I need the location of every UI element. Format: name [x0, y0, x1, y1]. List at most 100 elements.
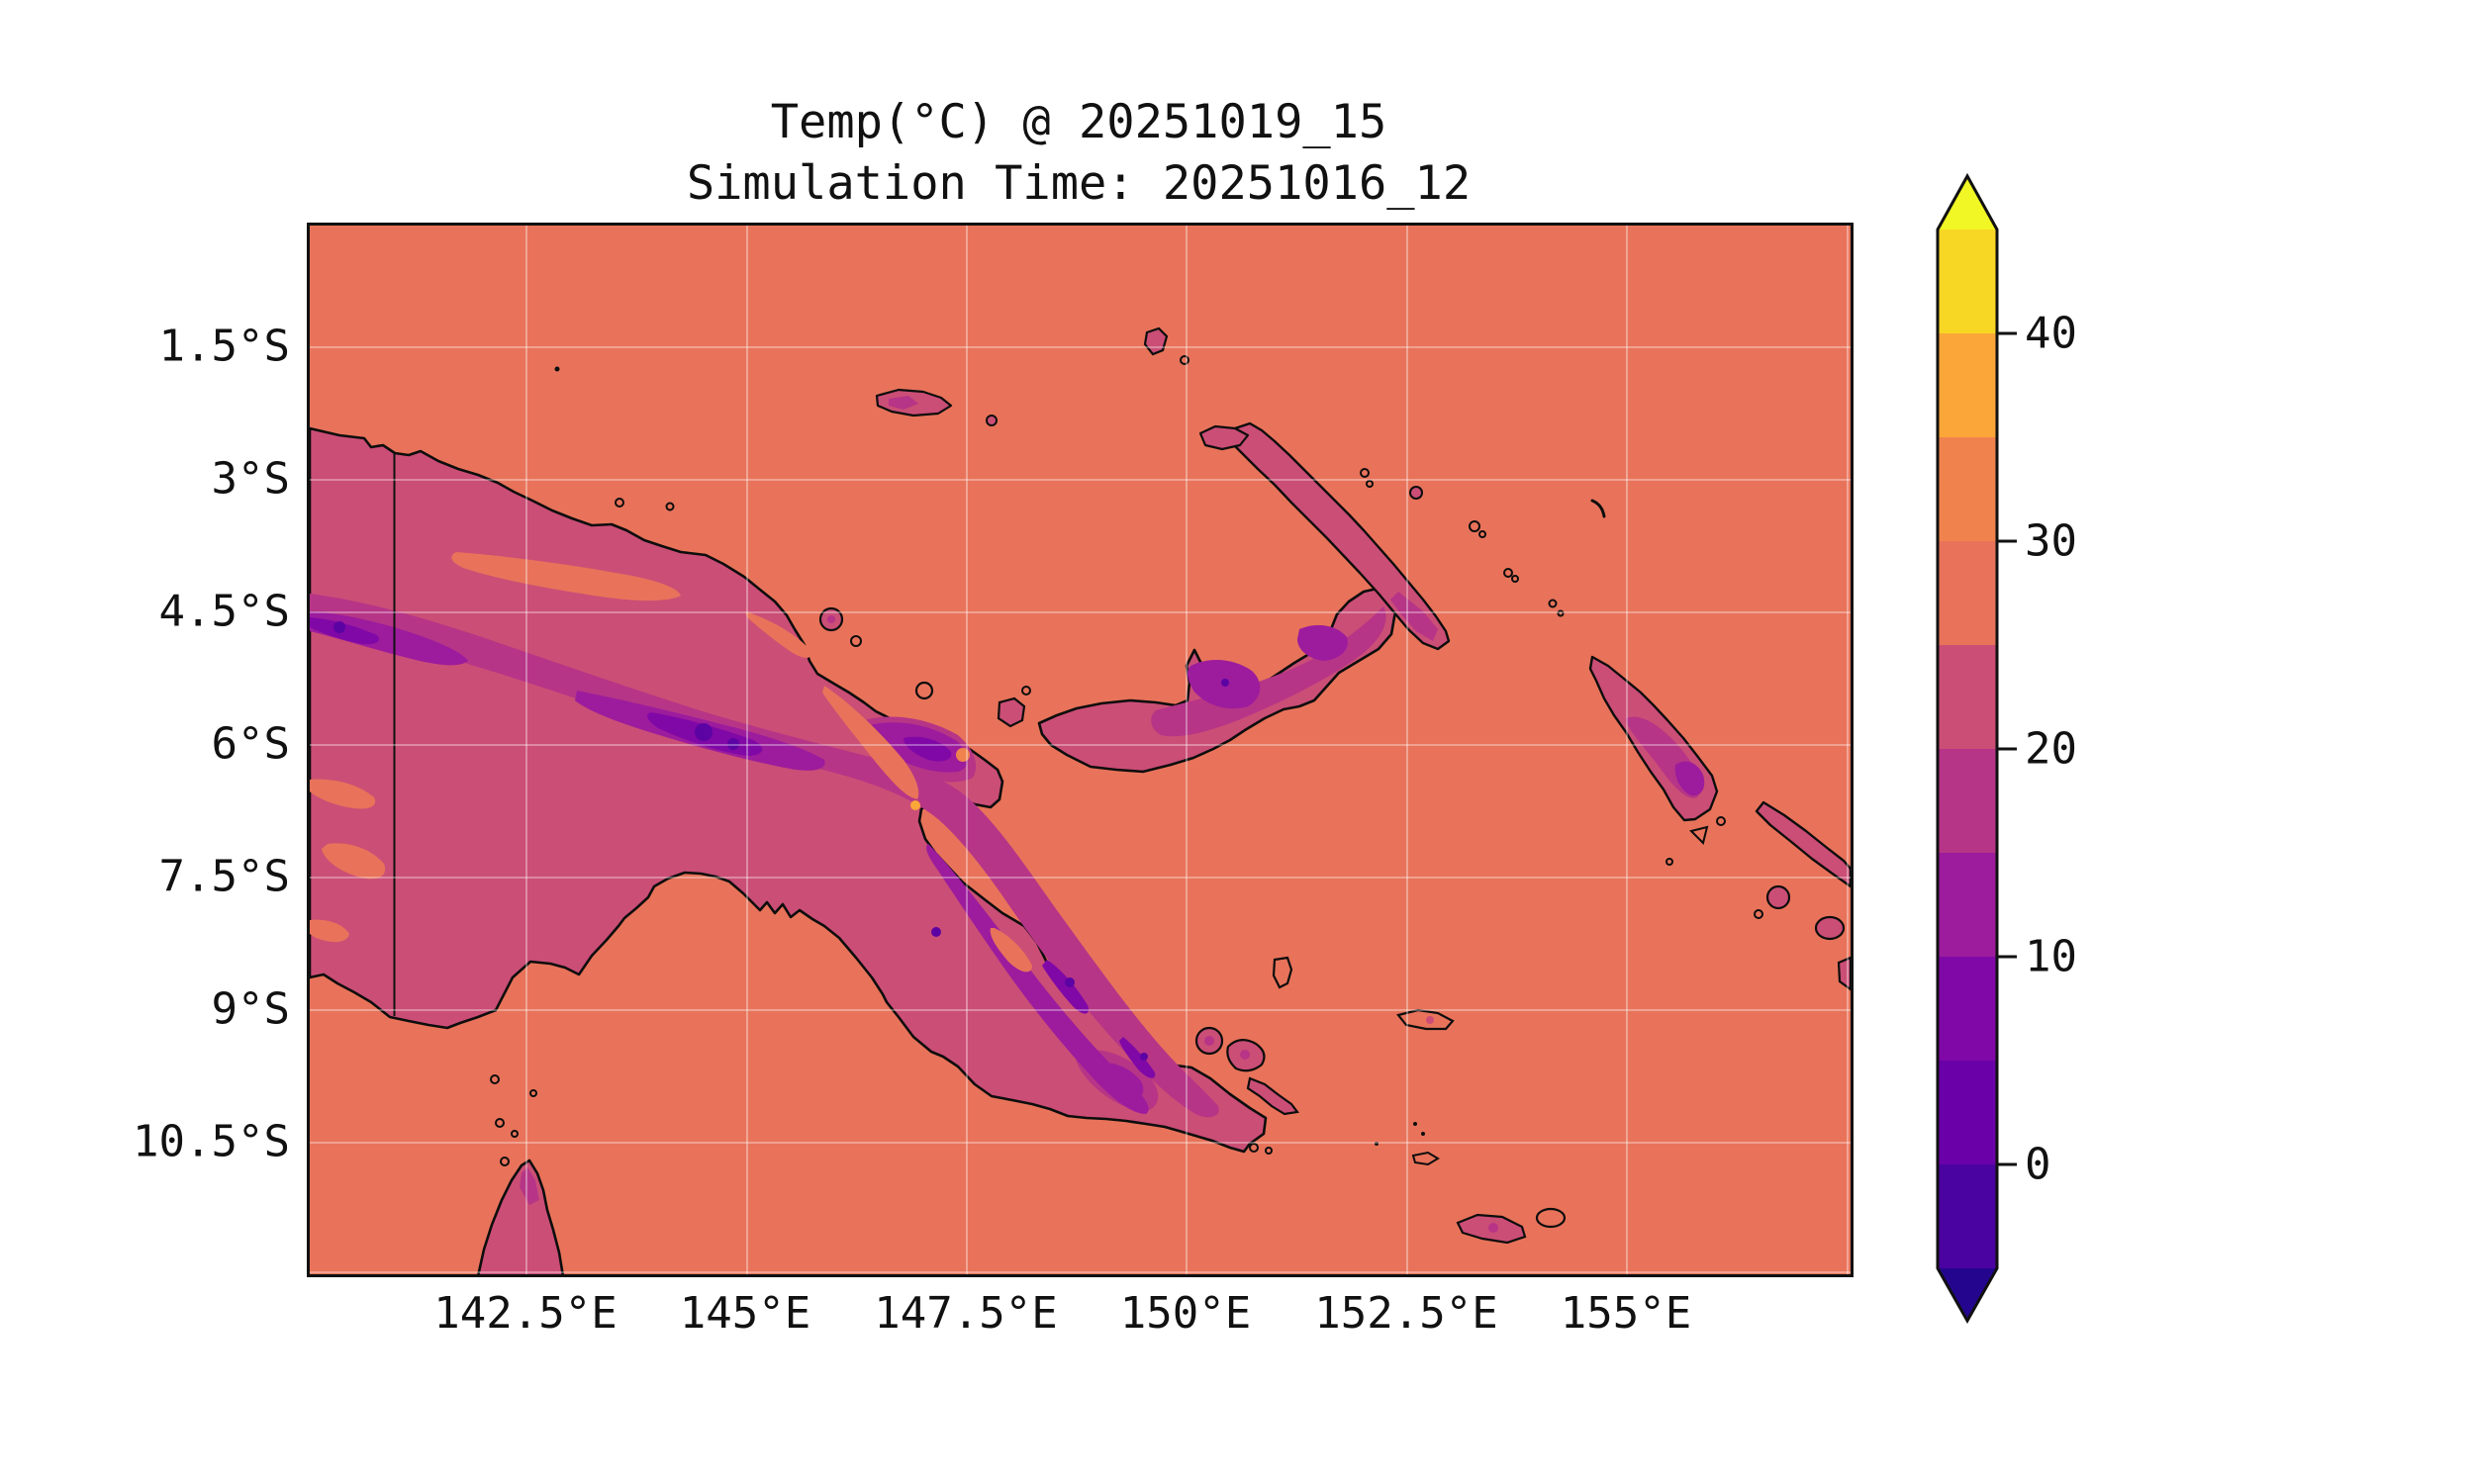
cold-spot-0-5 [695, 723, 713, 741]
coastline-new-britain [1037, 586, 1400, 774]
colorbar-tick-label: 40 [2025, 308, 2077, 359]
colorbar-ticks [1997, 331, 2017, 1166]
hot-spot-30-35 [956, 748, 970, 762]
star-mountains-10-15 [310, 611, 468, 666]
colorbar-segment [1938, 1164, 1997, 1268]
island-sakar [1021, 686, 1031, 696]
sepik-valley-warm [451, 552, 681, 602]
colorbar-tick-label: 20 [2025, 723, 2077, 775]
atoll-nuguria [1590, 499, 1606, 518]
island-lihir [1409, 486, 1423, 500]
x-tick-label: 150°E [1119, 1288, 1252, 1339]
fly-lowlands-warm [322, 843, 386, 880]
cape-york-interior-15-20 [520, 1167, 539, 1205]
island-rambutyo [986, 415, 998, 426]
island-feni [1503, 568, 1513, 578]
y-tick-label: 9°S [211, 983, 290, 1035]
x-tick-label: 152.5°E [1314, 1288, 1498, 1339]
island-prince-of-wales [500, 1157, 510, 1166]
y-tick-label: 1.5°S [158, 321, 290, 372]
island-nissan [1557, 609, 1565, 617]
bougainville-core-10-15 [1674, 761, 1705, 796]
y-tick-label: 7.5°S [158, 851, 290, 902]
island-tanga [1469, 520, 1480, 532]
island-bagabag [850, 635, 862, 647]
x-tick-label: 155°E [1560, 1288, 1692, 1339]
island-sideia [1249, 1143, 1259, 1153]
island-tabar [1360, 468, 1370, 478]
island-kiriwina [1272, 956, 1293, 989]
island-oema [1665, 858, 1673, 866]
colorbar-extend-over [1938, 176, 1997, 230]
coastline-choiseul [1755, 800, 1851, 888]
colorbar-segment [1938, 541, 1997, 645]
islet-dot [1375, 1142, 1379, 1146]
colorbar-segment [1938, 333, 1997, 437]
fly-lowlands-warm [310, 919, 349, 943]
coastline-cape-york [477, 1159, 564, 1274]
island-fauro [1716, 816, 1726, 826]
tail-ridge-10-15 [1092, 1062, 1144, 1101]
colorbar-tick-label: 30 [2025, 515, 2077, 567]
map-axes [307, 223, 1854, 1277]
colorbar-segment [1938, 437, 1997, 541]
fly-lowlands-warm [310, 779, 376, 809]
colorbar-segment [1938, 749, 1997, 853]
coastline-umboi [997, 696, 1026, 728]
colorbar-segment [1938, 957, 1997, 1061]
manus-interior-15-20 [889, 396, 918, 410]
colorbar [1936, 172, 2017, 1325]
island-basilaki [1265, 1147, 1273, 1155]
island-torres [529, 1089, 537, 1097]
hot-spot-35-40 [910, 800, 920, 810]
tagula-center [1488, 1223, 1498, 1233]
island-vella-lavella [1765, 884, 1791, 910]
island-woodlark [1396, 1008, 1455, 1031]
cold-spot-0-5 [727, 738, 739, 750]
colorbar-outline [1936, 172, 1999, 1325]
goodenough-center [1204, 1036, 1214, 1046]
peak-core-5-10 [1042, 960, 1090, 1014]
island-new-georgia [1814, 915, 1846, 941]
x-tick-label: 145°E [679, 1288, 811, 1339]
colorbar-segment [1938, 230, 1997, 333]
karkar-center [827, 615, 835, 623]
new-britain-mountains-15-20 [1151, 606, 1386, 737]
colorbar-segment [1938, 645, 1997, 749]
new-britain-cold-dot [1221, 679, 1229, 687]
island-misima [1411, 1151, 1440, 1166]
island-ranongga [1754, 909, 1763, 919]
coastline-new-hanover [1198, 424, 1250, 451]
markham-valley-warm [822, 686, 919, 799]
island-nissan [1548, 599, 1558, 608]
new-ireland-interior-15-20 [1390, 592, 1438, 641]
y-tick-label: 4.5°S [158, 586, 290, 637]
coastline-new-ireland [1226, 421, 1451, 651]
island-torres [511, 1130, 519, 1138]
island-schouten [615, 498, 624, 508]
island-rendova [1837, 956, 1851, 991]
graticule [310, 226, 1851, 1274]
colorbar-extend-under [1938, 1268, 1997, 1321]
island-tabar [1366, 480, 1374, 488]
coastline-mussau [1143, 326, 1169, 356]
woodlark-patch [1426, 1016, 1434, 1024]
island-schouten [665, 502, 675, 511]
island-wuvulu [554, 366, 560, 372]
island-emirau [1180, 355, 1189, 365]
colorbar-segment [1938, 853, 1997, 957]
island-shortland [1689, 825, 1709, 845]
island-torres [490, 1074, 500, 1084]
plot-title: Temp(°C) @ 20251019_15 [770, 95, 1387, 149]
y-tick-label: 6°S [211, 718, 290, 770]
island-tanga [1478, 530, 1486, 538]
y-tick-label: 10.5°S [133, 1116, 290, 1167]
ramu-valley-warm [745, 611, 811, 658]
peak-core-5-10 [310, 617, 379, 645]
cold-spot-0-5 [1140, 1053, 1148, 1061]
x-tick-label: 147.5°E [874, 1288, 1058, 1339]
y-tick-label: 3°S [211, 453, 290, 505]
island-long [914, 681, 934, 700]
coastal-valley-warm [990, 928, 1032, 973]
